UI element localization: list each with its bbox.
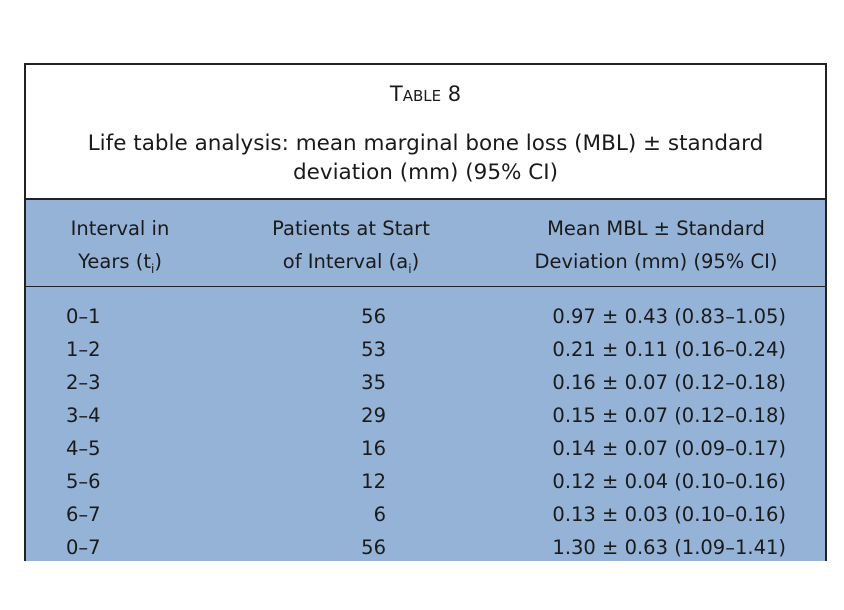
header-interval-line1: Interval in	[70, 217, 170, 240]
table-row: 0–7 56 1.30 ± 0.63 (1.09–1.41)	[26, 531, 825, 564]
table-title: Life table analysis: mean marginal bone …	[87, 131, 764, 185]
cell-interval: 0–7	[66, 536, 101, 559]
cell-patients: 53	[361, 338, 386, 361]
cell-patients: 6	[373, 503, 386, 526]
table-row: 1–2 53 0.21 ± 0.11 (0.16–0.24)	[26, 333, 825, 366]
cell-mbl: 0.13 ± 0.03 (0.10–0.16)	[552, 503, 786, 526]
cell-interval: 2–3	[66, 371, 101, 394]
header-interval: Interval in Years (ti)	[46, 212, 194, 286]
cell-patients: 29	[361, 404, 386, 427]
cell-mbl: 0.21 ± 0.11 (0.16–0.24)	[552, 338, 786, 361]
cell-mbl: 0.12 ± 0.04 (0.10–0.16)	[552, 470, 786, 493]
table-frame: Table 8 Life table analysis: mean margin…	[24, 63, 827, 561]
cell-interval: 6–7	[66, 503, 101, 526]
table-row: 5–6 12 0.12 ± 0.04 (0.10–0.16)	[26, 465, 825, 498]
cell-patients: 56	[361, 536, 386, 559]
header-interval-sub: i	[150, 261, 155, 276]
table-body: Interval in Years (ti) Patients at Start…	[26, 200, 825, 561]
table-row: 2–3 35 0.16 ± 0.07 (0.12–0.18)	[26, 366, 825, 399]
header-patients-line1: Patients at Start	[272, 217, 430, 240]
cell-patients: 12	[361, 470, 386, 493]
cell-patients: 35	[361, 371, 386, 394]
header-patients-text: of Interval (a	[282, 250, 409, 273]
header-interval-end: )	[154, 250, 162, 273]
cell-patients: 16	[361, 437, 386, 460]
header-interval-line2: Years (ti)	[46, 245, 194, 286]
table-row: 6–7 6 0.13 ± 0.03 (0.10–0.16)	[26, 498, 825, 531]
header-patients: Patients at Start of Interval (ai)	[226, 212, 476, 286]
cell-mbl: 0.15 ± 0.07 (0.12–0.18)	[552, 404, 786, 427]
header-patients-line2: of Interval (ai)	[226, 245, 476, 286]
header-mbl-line1: Mean MBL ± Standard	[547, 217, 765, 240]
cell-interval: 5–6	[66, 470, 101, 493]
cell-mbl: 0.97 ± 0.43 (0.83–1.05)	[552, 305, 786, 328]
cell-patients: 56	[361, 305, 386, 328]
cell-interval: 1–2	[66, 338, 101, 361]
table-row: 4–5 16 0.14 ± 0.07 (0.09–0.17)	[26, 432, 825, 465]
header-patients-sub: i	[408, 261, 412, 276]
header-mbl-line2: Deviation (mm) (95% CI)	[534, 250, 778, 273]
table-row: 0–1 56 0.97 ± 0.43 (0.83–1.05)	[26, 300, 825, 333]
table-header-row: Interval in Years (ti) Patients at Start…	[26, 200, 825, 287]
header-interval-text: Years (t	[78, 250, 151, 273]
cell-mbl: 1.30 ± 0.63 (1.09–1.41)	[552, 536, 786, 559]
cell-interval: 4–5	[66, 437, 101, 460]
table-caption: Table 8 Life table analysis: mean margin…	[26, 65, 825, 200]
header-patients-end: )	[411, 250, 420, 273]
cell-interval: 0–1	[66, 305, 101, 328]
table-label: Table 8	[26, 82, 825, 106]
header-mbl: Mean MBL ± Standard Deviation (mm) (95% …	[496, 212, 816, 278]
table-row: 3–4 29 0.15 ± 0.07 (0.12–0.18)	[26, 399, 825, 432]
table-label-text: Table 8	[389, 82, 462, 106]
table-rows: 0–1 56 0.97 ± 0.43 (0.83–1.05) 1–2 53 0.…	[26, 300, 825, 564]
cell-mbl: 0.14 ± 0.07 (0.09–0.17)	[552, 437, 786, 460]
cell-mbl: 0.16 ± 0.07 (0.12–0.18)	[552, 371, 786, 394]
cell-interval: 3–4	[66, 404, 101, 427]
